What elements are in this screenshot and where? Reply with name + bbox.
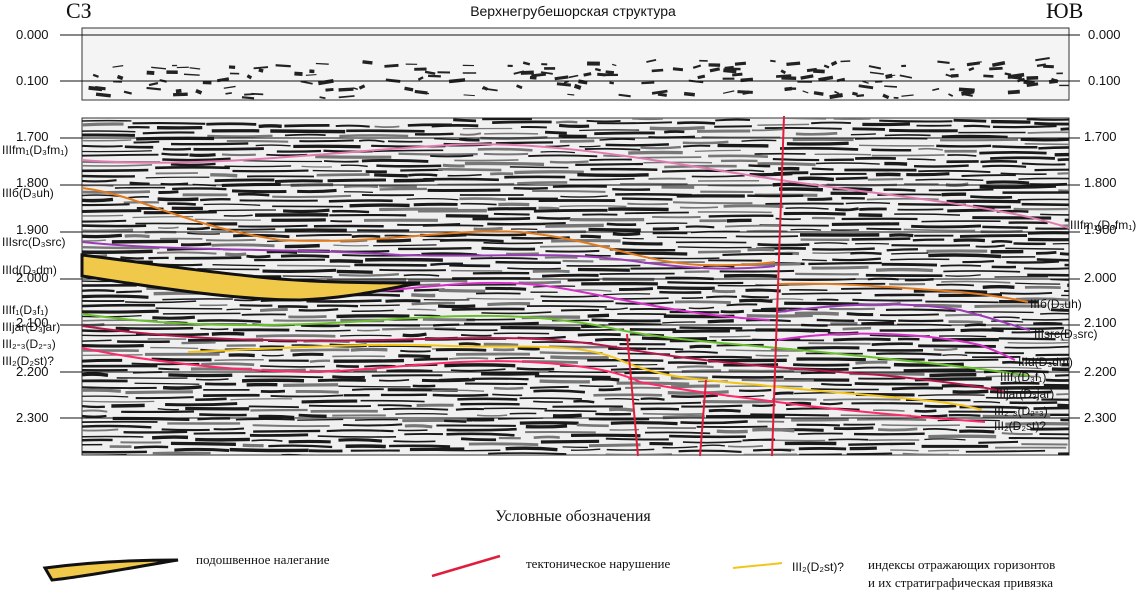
time-tick-right-6: 2.300 [1084,410,1117,425]
legend-horizon-line-icon [732,562,783,569]
fault-1 [771,115,785,457]
time-tick-right-3: 2.000 [1084,270,1117,285]
horizon-label-right-uh: IIIб(D₃uh) [1030,297,1082,311]
legend-title: Условные обозначения [495,508,651,525]
horizon-f1 [82,313,1031,377]
time-tick-right-5: 2.200 [1084,364,1117,379]
time-tick-left-3: 2.000 [16,270,49,285]
legend-onlap-label: подошвенное налегание [196,552,330,567]
horizon-uh [82,187,776,267]
horizon-label-left-fm1: IIIfm₁(D₃fm₁) [2,143,69,157]
horizon-label-left-dm: IIId(D₃dm) [2,263,57,277]
section-title: Верхнегрубешорская структура [470,3,676,19]
time-tick-top-right-0: 0.000 [1088,27,1121,42]
fault-2 [626,333,639,457]
horizon-d2st [82,347,986,423]
horizon-label-right-src: IIIsrc(D₃src) [1034,327,1098,341]
horizon-label-right-d2st: III₂(D₂st)? [994,419,1046,433]
time-tick-right-2: 1.900 [1084,222,1117,237]
horizon-label-right-dm: IIId(D₃dm) [1018,355,1073,369]
horizon-label-left-d2st: III₂(D₂st)? [2,354,54,368]
horizon-jar [82,325,1006,393]
horizon-label-left-d23: III₂-₃(D₂-₃) [2,337,56,351]
legend-index-label-1: индексы отражающих горизонтов [868,557,1056,572]
horizon-label-left-f1: IIIf₁(D₃f₁) [2,303,49,317]
top-seismic-panel [81,27,1070,101]
time-tick-top-right-1: 0.100 [1088,73,1121,88]
time-tick-left-4: 2.100 [16,315,49,330]
time-tick-left-5: 2.200 [16,364,49,379]
horizon-label-right-d23: III₂-₃(D₂-₃) [994,404,1048,418]
horizon-label-left-uh: IIIб(D₃uh) [2,186,54,200]
time-tick-left-6: 2.300 [16,410,49,425]
legend-fault-line-icon [431,554,501,578]
se-direction-label: ЮВ [1046,0,1084,23]
legend-fault-label: тектоническое нарушение [526,556,671,571]
time-tick-right-0: 1.700 [1084,129,1117,144]
time-tick-top-left-0: 0.000 [16,27,49,42]
time-tick-left-1: 1.800 [16,175,49,190]
horizon-dm-right [777,332,1016,361]
horizon-label-left-src: IIIsrc(D₃src) [2,235,66,249]
horizon-uh-right [777,282,1029,303]
nw-direction-label: СЗ [66,0,92,23]
horizon-label-right-jar: IIIjar(D₃jar) [996,387,1055,401]
legend-index-sample: III₂(D₂st)? [792,560,844,574]
legend-index-label-2: и их стратиграфическая привязка [868,575,1053,590]
horizon-src [82,241,776,270]
legend-onlap-wedge-icon [42,558,179,582]
horizon-label-right-f1: IIIf₁(D₃f₁) [1000,370,1047,384]
time-tick-left-0: 1.700 [16,129,49,144]
time-tick-right-1: 1.800 [1084,175,1117,190]
time-tick-right-4: 2.100 [1084,315,1117,330]
horizon-src-right [777,303,1031,331]
horizon-label-left-jar: IIIjar(D₃jar) [2,320,61,334]
time-tick-top-left-1: 0.100 [16,73,49,88]
fault-3 [699,379,707,457]
onlap-wedge [80,253,421,302]
time-tick-left-2: 1.900 [16,222,49,237]
horizon-d23 [187,343,983,411]
horizon-fm1 [82,143,1069,229]
horizon-label-right-fm1: IIIfm₁(D₃fm₁) [1070,218,1137,232]
